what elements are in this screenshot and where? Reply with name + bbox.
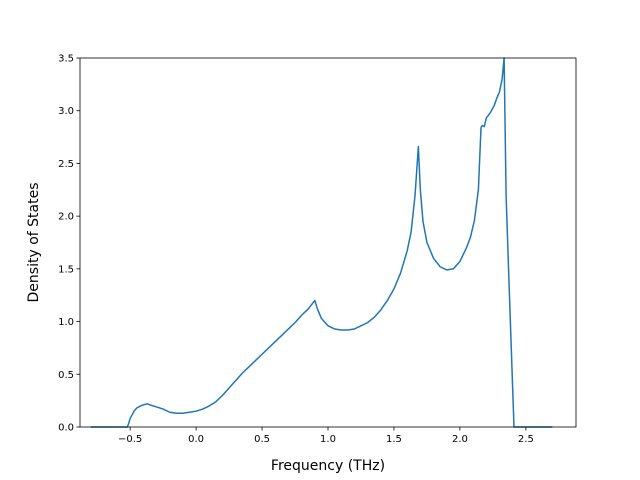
x-tick-label: 2.0 bbox=[452, 434, 468, 445]
x-tick-label: 0.5 bbox=[254, 434, 270, 445]
dos-series-line bbox=[90, 57, 553, 428]
y-tick-label: 1.0 bbox=[58, 317, 74, 328]
y-tick-label: 0.0 bbox=[58, 423, 74, 434]
plot-area bbox=[80, 58, 576, 427]
y-axis-label: Density of States bbox=[26, 183, 42, 303]
y-tick-label: 1.5 bbox=[58, 264, 74, 275]
y-tick-label: 2.5 bbox=[58, 159, 74, 170]
plot-frame bbox=[79, 57, 577, 428]
y-tick-label: 0.5 bbox=[58, 370, 74, 381]
axis-ticks: −0.5 0.0 0.5 1.0 1.5 2.0 2.5 0.0 0.5 1.0 1.5 2.0 2.5… bbox=[58, 54, 534, 446]
x-tick-label: 0.0 bbox=[188, 434, 204, 445]
x-tick-label: 1.0 bbox=[320, 434, 336, 445]
x-tick-label: 1.5 bbox=[386, 434, 402, 445]
y-tick-label: 3.0 bbox=[58, 106, 74, 117]
x-tick-label: −0.5 bbox=[118, 434, 142, 445]
x-tick-label: 2.5 bbox=[518, 434, 534, 445]
x-axis-label: Frequency (THz) bbox=[271, 458, 385, 474]
y-tick-label: 3.5 bbox=[58, 54, 74, 65]
y-tick-label: 2.0 bbox=[58, 212, 74, 223]
